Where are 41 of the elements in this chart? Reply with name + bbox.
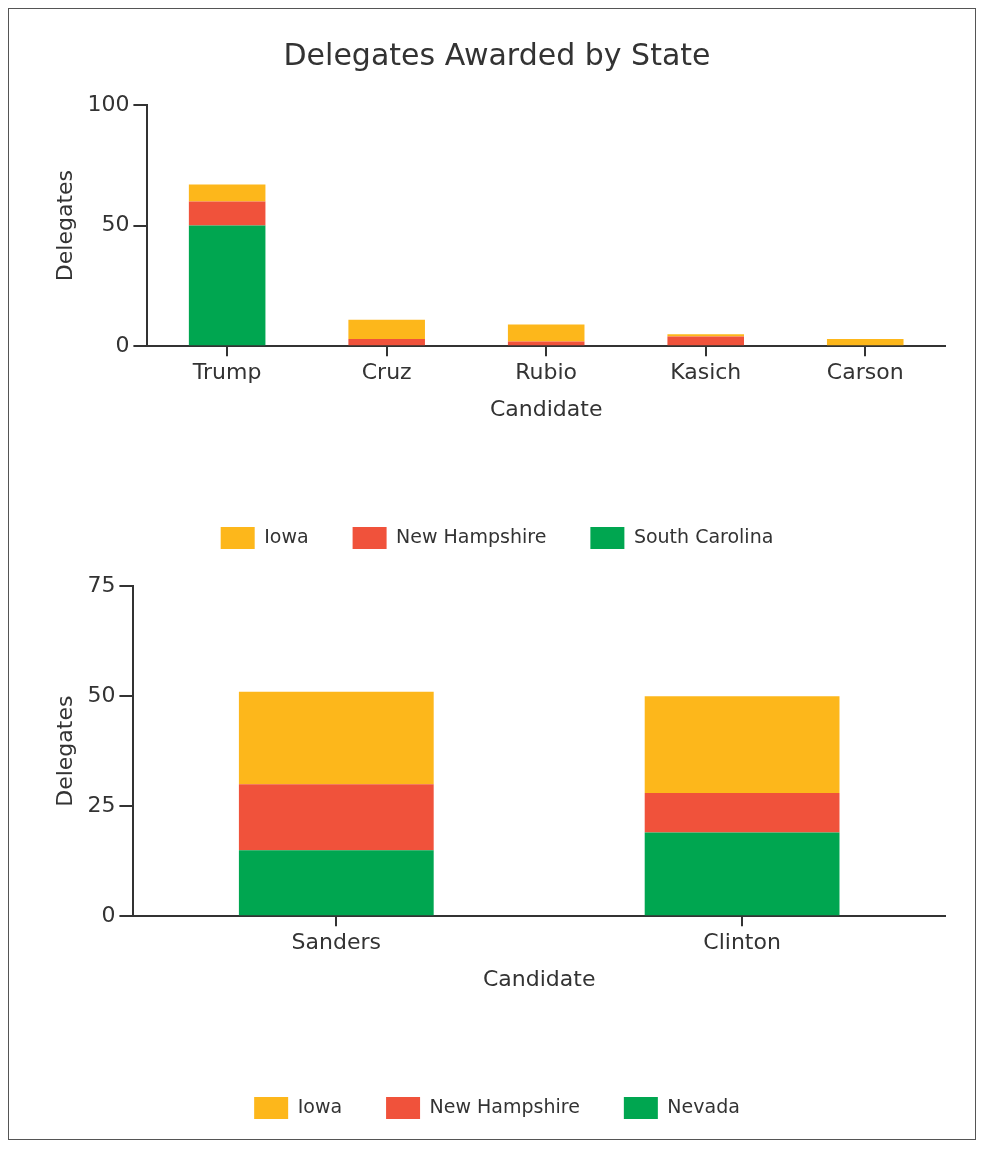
y-tick-label: 50 bbox=[101, 211, 130, 237]
bar bbox=[188, 201, 266, 226]
bar bbox=[188, 184, 266, 202]
y-tick-label: 75 bbox=[87, 571, 116, 597]
x-axis-title: Candidate bbox=[489, 395, 603, 421]
bar bbox=[644, 793, 840, 833]
bar bbox=[348, 319, 425, 339]
y-tick-label: 25 bbox=[87, 791, 116, 817]
bar bbox=[238, 784, 434, 851]
bar bbox=[507, 341, 585, 346]
y-tick-label: 0 bbox=[101, 901, 116, 927]
x-axis-title: Candidate bbox=[482, 965, 596, 991]
chart-title: Delegates Awarded by State bbox=[283, 36, 711, 72]
x-tick-label: Clinton bbox=[703, 929, 781, 955]
bar bbox=[644, 832, 840, 916]
x-tick-label: Carson bbox=[826, 359, 904, 385]
legend-label: South Carolina bbox=[633, 524, 774, 547]
legend-label: New Hampshire bbox=[396, 524, 547, 547]
legend-label: New Hampshire bbox=[429, 1094, 580, 1117]
bar bbox=[238, 850, 434, 916]
x-tick-label: Rubio bbox=[515, 359, 578, 385]
bar bbox=[667, 336, 744, 346]
bar bbox=[507, 324, 585, 342]
bar bbox=[644, 696, 840, 793]
bar bbox=[238, 691, 434, 785]
x-tick-label: Cruz bbox=[361, 359, 412, 385]
bar bbox=[348, 338, 425, 346]
y-tick-label: 50 bbox=[87, 681, 116, 707]
x-tick-label: Kasich bbox=[670, 359, 742, 385]
bar bbox=[667, 334, 744, 337]
x-tick-label: Sanders bbox=[291, 929, 381, 955]
legend-label: Iowa bbox=[297, 1094, 343, 1117]
legend-label: Nevada bbox=[667, 1094, 740, 1117]
legend-label: Iowa bbox=[264, 524, 309, 547]
y-axis-title: Delegates bbox=[51, 695, 77, 807]
y-axis-title: Delegates bbox=[51, 170, 77, 282]
y-tick-label: 100 bbox=[87, 90, 130, 116]
bar bbox=[188, 225, 266, 346]
bar bbox=[826, 338, 904, 346]
y-tick-label: 0 bbox=[115, 331, 130, 357]
x-tick-label: Trump bbox=[191, 359, 262, 385]
